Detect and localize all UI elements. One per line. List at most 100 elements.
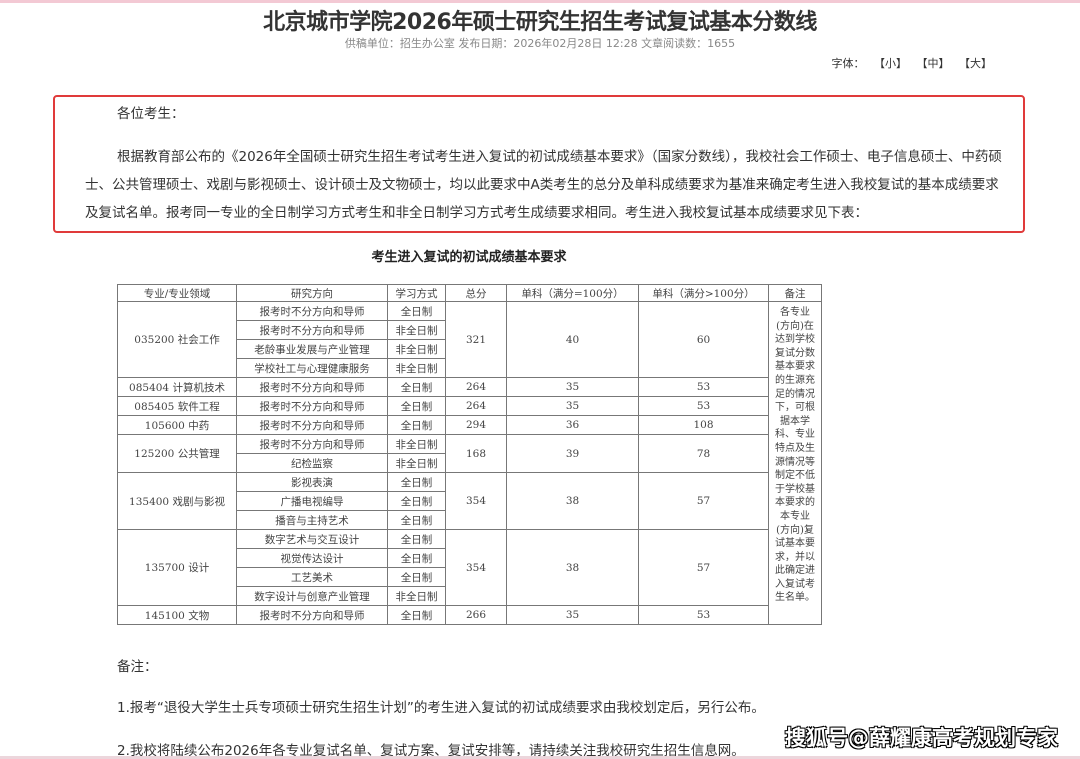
single-subject-over-100-cell: 57: [638, 529, 769, 606]
study-mode-cell: 全日制: [387, 510, 446, 530]
column-header: 总分: [445, 284, 507, 302]
direction-cell: 广播电视编导: [236, 491, 388, 511]
single-subject-100-cell: 40: [506, 301, 639, 378]
study-mode-cell: 全日制: [387, 301, 446, 321]
table-row: 工艺美术 全日制: [118, 567, 822, 587]
study-mode-cell: 全日制: [387, 396, 446, 416]
major-cell: 085405 软件工程: [117, 396, 237, 416]
total-score-cell: 264: [445, 396, 507, 416]
single-subject-100-cell: 38: [506, 472, 639, 530]
study-mode-cell: 全日制: [387, 567, 446, 587]
major-cell: 085404 计算机技术: [117, 377, 237, 397]
study-mode-cell: 非全日制: [387, 339, 446, 359]
table-row: 视觉传达设计 全日制: [118, 548, 822, 568]
direction-cell: 播音与主持艺术: [236, 510, 388, 530]
direction-cell: 报考时不分方向和导师: [236, 434, 388, 454]
direction-cell: 数字设计与创意产业管理: [236, 586, 388, 606]
bottom-divider: [0, 756, 1080, 759]
direction-cell: 报考时不分方向和导师: [236, 415, 388, 435]
highlight-box: [53, 95, 1025, 233]
total-score-cell: 321: [445, 301, 507, 378]
study-mode-cell: 全日制: [387, 491, 446, 511]
single-subject-100-cell: 39: [506, 434, 639, 473]
single-subject-over-100-cell: 53: [638, 377, 769, 397]
direction-cell: 老龄事业发展与产业管理: [236, 339, 388, 359]
study-mode-cell: 全日制: [387, 415, 446, 435]
total-score-cell: 354: [445, 472, 507, 530]
table-row: 125200 公共管理 报考时不分方向和导师 非全日制 168 39 78: [117, 434, 822, 473]
study-mode-cell: 全日制: [387, 377, 446, 397]
total-score-cell: 354: [445, 529, 507, 606]
single-subject-over-100-cell: 53: [638, 396, 769, 416]
table-row: 广播电视编导 全日制: [118, 491, 822, 511]
study-mode-cell: 全日制: [387, 548, 446, 568]
direction-cell: 报考时不分方向和导师: [236, 377, 388, 397]
table-row: 老龄事业发展与产业管理 非全日制: [118, 339, 822, 359]
score-table: 专业/专业领域 研究方向 学习方式 总分 单科（满分=100分） 单科（满分>100分）备…: [117, 284, 822, 625]
note-2: 2.我校将陆续公布2026年各专业复试名单、复试方案、复试安排等，请持续关注我校…: [117, 743, 745, 759]
direction-cell: 报考时不分方向和导师: [236, 301, 388, 321]
single-subject-100-cell: 36: [506, 415, 639, 435]
table-row: 135700 设计 数字艺术与交互设计 全日制 354 38 57: [117, 529, 822, 606]
direction-cell: 纪检监察: [236, 453, 388, 473]
table-row: 145100 文物 报考时不分方向和导师 全日制 266 35 53: [117, 605, 822, 625]
study-mode-cell: 非全日制: [387, 358, 446, 378]
single-subject-over-100-cell: 53: [638, 605, 769, 625]
direction-cell: 工艺美术: [236, 567, 388, 587]
column-header: 研究方向: [236, 284, 388, 302]
font-large-button[interactable]: 【大】: [959, 57, 992, 70]
single-subject-100-cell: 35: [506, 605, 639, 625]
major-cell: 135700 设计: [117, 529, 237, 606]
table-row: 035200 社会工作 报考时不分方向和导师 全日制 321 40 60 各专业(方向)在达…: [117, 301, 822, 625]
study-mode-cell: 非全日制: [387, 434, 446, 454]
font-size-selector: 字体： 【小】 【中】 【大】: [832, 55, 993, 71]
direction-cell: 学校社工与心理健康服务: [236, 358, 388, 378]
direction-cell: 视觉传达设计: [236, 548, 388, 568]
remark-cell: 各专业(方向)在达到学校复试分数基本要求的生源充足的情况下，可根据本学科、专业特…: [768, 301, 822, 625]
study-mode-cell: 全日制: [387, 605, 446, 625]
column-header: 单科（满分>100分）: [638, 284, 769, 302]
direction-cell: 影视表演: [236, 472, 388, 492]
major-cell: 105600 中药: [117, 415, 237, 435]
single-subject-100-cell: 35: [506, 377, 639, 397]
column-header: 专业/专业领域: [117, 284, 237, 302]
total-score-cell: 168: [445, 434, 507, 473]
table-row: 学校社工与心理健康服务 非全日制: [118, 358, 822, 378]
study-mode-cell: 非全日制: [387, 453, 446, 473]
single-subject-100-cell: 38: [506, 529, 639, 606]
table-row: 085405 软件工程 报考时不分方向和导师 全日制 264 35 53: [117, 396, 822, 416]
total-score-cell: 266: [445, 605, 507, 625]
direction-cell: 数字艺术与交互设计: [236, 529, 388, 549]
column-header: 备注: [768, 284, 822, 302]
single-subject-100-cell: 35: [506, 396, 639, 416]
total-score-cell: 294: [445, 415, 507, 435]
top-divider: [0, 0, 1080, 3]
column-header: 单科（满分=100分）: [506, 284, 639, 302]
font-medium-button[interactable]: 【中】: [916, 57, 950, 70]
major-cell: 135400 戏剧与影视: [117, 472, 237, 530]
study-mode-cell: 非全日制: [387, 320, 446, 340]
direction-cell: 报考时不分方向和导师: [236, 605, 388, 625]
notes-heading: 备注：: [117, 659, 158, 675]
study-mode-cell: 全日制: [387, 529, 446, 549]
note-1: 1.报考“退役大学生士兵专项硕士研究生招生计划”的考生进入复试的初试成绩要求由我…: [117, 700, 765, 716]
table-row: 135400 戏剧与影视 影视表演 全日制 354 38 57: [117, 472, 822, 530]
major-cell: 125200 公共管理: [117, 434, 237, 473]
single-subject-over-100-cell: 108: [638, 415, 769, 435]
intro-paragraph: 根据教育部公布的《2026年全国硕士研究生招生考试考生进入复试的初试成绩基本要求…: [85, 149, 1002, 221]
single-subject-over-100-cell: 57: [638, 472, 769, 530]
font-size-label: 字体：: [831, 57, 865, 70]
page-title: 北京城市学院2026年硕士研究生招生考试复试基本分数线: [263, 10, 817, 35]
major-cell: 035200 社会工作: [117, 301, 237, 378]
table-row: 085404 计算机技术 报考时不分方向和导师 全日制 264 35 53: [117, 377, 822, 397]
study-mode-cell: 非全日制: [387, 586, 446, 606]
column-header: 学习方式: [387, 284, 446, 302]
watermark: 搜狐号@薛耀康高考规划专家: [785, 726, 1058, 750]
direction-cell: 报考时不分方向和导师: [236, 396, 388, 416]
direction-cell: 报考时不分方向和导师: [236, 320, 388, 340]
total-score-cell: 264: [445, 377, 507, 397]
font-small-button[interactable]: 【小】: [874, 57, 907, 70]
table-row: 播音与主持艺术 全日制: [118, 510, 822, 530]
single-subject-over-100-cell: 78: [638, 434, 769, 473]
study-mode-cell: 全日制: [387, 472, 446, 492]
